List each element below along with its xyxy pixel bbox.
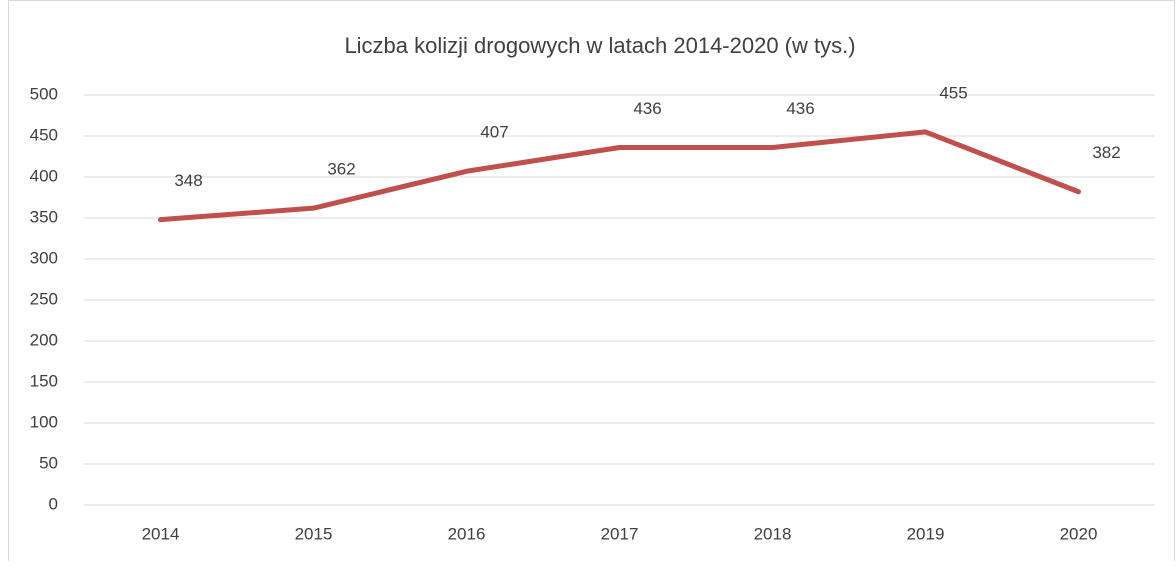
y-tick-label: 150: [30, 371, 58, 390]
x-tick-label: 2020: [1060, 524, 1098, 543]
data-label: 436: [633, 99, 661, 118]
y-tick-label: 500: [30, 84, 58, 103]
y-tick-label: 250: [30, 289, 58, 308]
chart-title: Liczba kolizji drogowych w latach 2014-2…: [344, 33, 855, 58]
x-tick-label: 2017: [601, 524, 639, 543]
x-tick-label: 2019: [907, 524, 945, 543]
y-tick-label: 100: [30, 412, 58, 431]
data-label: 362: [327, 160, 355, 179]
y-tick-label: 0: [49, 494, 58, 513]
y-tick-label: 450: [30, 125, 58, 144]
data-label: 382: [1092, 143, 1120, 162]
line: [158, 129, 1081, 223]
data-label: 348: [174, 171, 202, 190]
x-tick-label: 2015: [295, 524, 333, 543]
x-tick-label: 2014: [142, 524, 180, 543]
data-label: 407: [480, 123, 508, 142]
y-tick-label: 400: [30, 166, 58, 185]
x-tick-label: 2018: [754, 524, 792, 543]
y-tick-label: 50: [39, 453, 58, 472]
data-label: 455: [939, 83, 967, 102]
y-tick-label: 200: [30, 330, 58, 349]
x-tick-label: 2016: [448, 524, 486, 543]
y-tick-label: 350: [30, 207, 58, 226]
y-tick-label: 300: [30, 248, 58, 267]
data-label: 436: [786, 99, 814, 118]
chart-border: [8, 0, 1175, 566]
